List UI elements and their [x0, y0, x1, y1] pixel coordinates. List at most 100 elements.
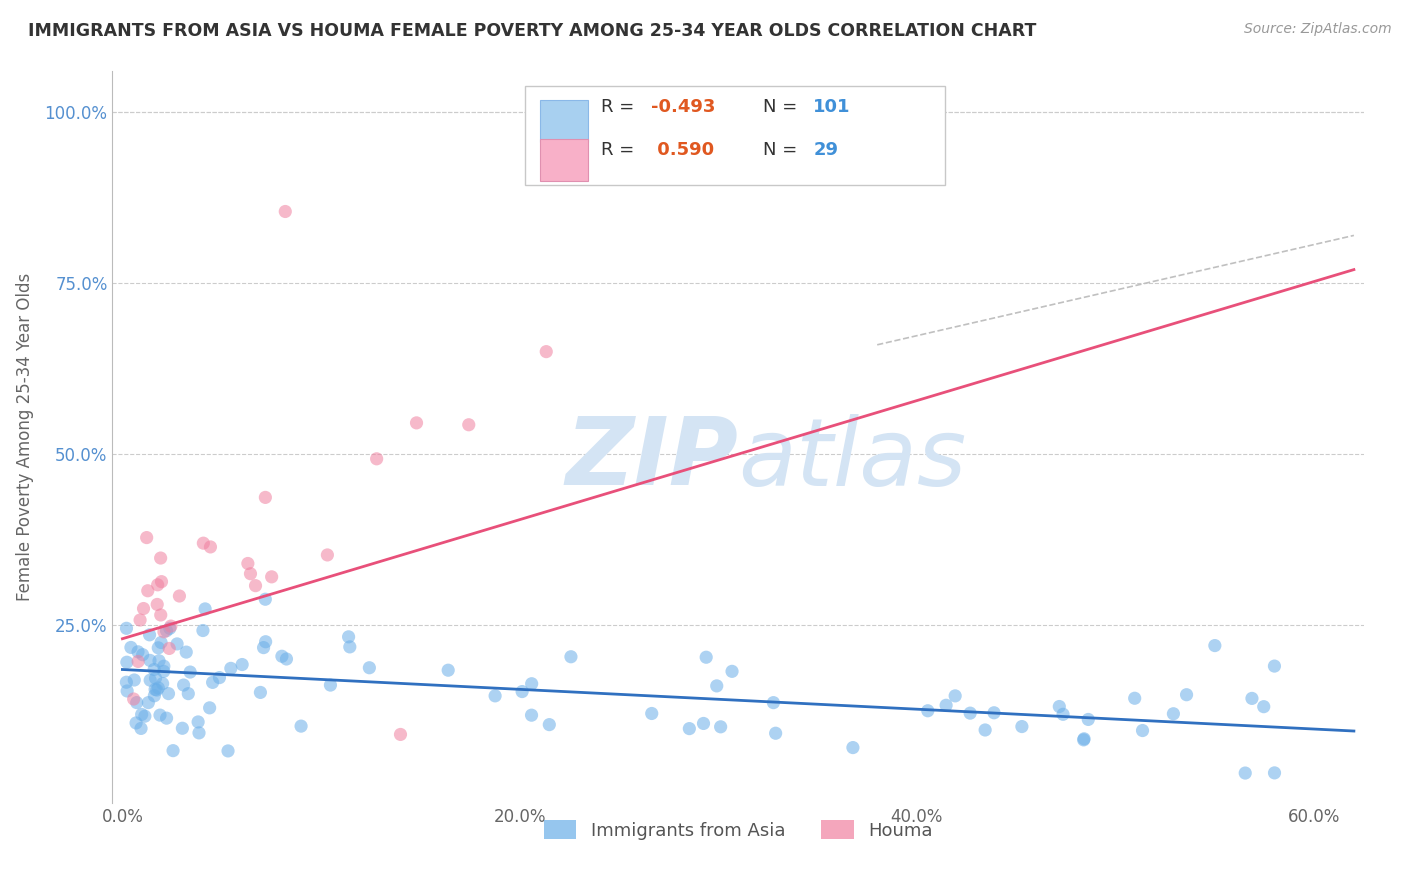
Point [129, 613, 152, 627]
Point [231, 657, 253, 672]
Point [138, 628, 160, 642]
Point [146, 683, 169, 698]
Text: 0.590: 0.590 [651, 141, 714, 159]
Point [1073, 732, 1095, 747]
Point [157, 641, 180, 656]
Point [152, 676, 174, 690]
Point [146, 598, 169, 612]
Point [1204, 639, 1226, 653]
Point [146, 578, 169, 592]
Point [520, 677, 543, 691]
Point [765, 726, 787, 740]
Point [290, 719, 312, 733]
Point [131, 707, 153, 722]
Point [366, 451, 388, 466]
Point [1123, 691, 1146, 706]
Point [1073, 731, 1095, 746]
Point [271, 649, 294, 664]
Point [762, 696, 785, 710]
Point [274, 204, 297, 219]
Point [125, 715, 148, 730]
Point [1234, 766, 1257, 780]
Point [159, 621, 181, 635]
Point [721, 665, 744, 679]
Point [1077, 713, 1099, 727]
Point [389, 727, 412, 741]
Point [149, 551, 172, 566]
Point [200, 540, 222, 554]
Point [193, 536, 215, 550]
Point [536, 344, 558, 359]
Point [319, 678, 342, 692]
Point [252, 640, 274, 655]
Point [943, 689, 966, 703]
Point [177, 687, 200, 701]
Point [974, 723, 997, 737]
Point [706, 679, 728, 693]
Point [166, 637, 188, 651]
Point [148, 640, 170, 655]
Point [538, 717, 561, 731]
Point [143, 689, 166, 703]
Point [149, 708, 172, 723]
Point [139, 673, 162, 688]
Point [917, 704, 939, 718]
Point [359, 661, 381, 675]
Point [127, 655, 149, 669]
Point [710, 720, 733, 734]
Point [236, 557, 259, 571]
Point [254, 491, 277, 505]
Point [150, 574, 173, 589]
Point [157, 687, 180, 701]
Point [239, 566, 262, 581]
FancyBboxPatch shape [540, 138, 588, 181]
Point [245, 579, 267, 593]
Point [148, 681, 170, 695]
Point [1163, 706, 1185, 721]
FancyBboxPatch shape [526, 86, 945, 185]
Point [217, 744, 239, 758]
Point [120, 640, 142, 655]
Point [520, 708, 543, 723]
Text: 101: 101 [813, 98, 851, 117]
Point [139, 653, 162, 667]
Point [457, 417, 479, 432]
Text: IMMIGRANTS FROM ASIA VS HOUMA FEMALE POVERTY AMONG 25-34 YEAR OLDS CORRELATION C: IMMIGRANTS FROM ASIA VS HOUMA FEMALE POV… [28, 22, 1036, 40]
Point [692, 716, 714, 731]
Point [172, 721, 194, 735]
Point [187, 714, 209, 729]
Point [122, 673, 145, 687]
Point [337, 630, 360, 644]
Legend: Immigrants from Asia, Houma: Immigrants from Asia, Houma [534, 811, 942, 848]
Point [842, 740, 865, 755]
Point [1011, 720, 1033, 734]
Point [254, 592, 277, 607]
Point [136, 583, 159, 598]
Text: R =: R = [600, 98, 640, 117]
Point [173, 678, 195, 692]
Point [129, 722, 152, 736]
Point [134, 709, 156, 723]
Point [560, 649, 582, 664]
Point [188, 726, 211, 740]
Point [219, 661, 242, 675]
Point [127, 645, 149, 659]
Point [149, 607, 172, 622]
Point [155, 624, 177, 638]
Point [405, 416, 427, 430]
Point [179, 665, 201, 679]
Point [162, 744, 184, 758]
Text: R =: R = [600, 141, 640, 159]
Point [959, 706, 981, 720]
Point [254, 634, 277, 648]
Point [115, 675, 138, 690]
Point [150, 635, 173, 649]
Point [484, 689, 506, 703]
Point [316, 548, 339, 562]
FancyBboxPatch shape [540, 100, 588, 143]
Point [115, 684, 138, 698]
Point [135, 531, 157, 545]
Point [1132, 723, 1154, 738]
Text: N =: N = [763, 98, 803, 117]
Text: atlas: atlas [738, 414, 966, 505]
